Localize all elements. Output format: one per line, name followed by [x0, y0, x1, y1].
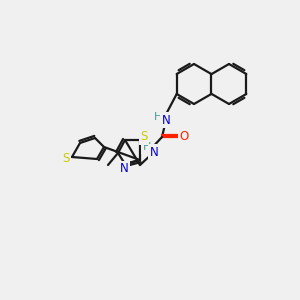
- Text: H: H: [143, 142, 151, 152]
- Text: N: N: [162, 113, 170, 127]
- Text: S: S: [62, 152, 70, 166]
- Text: O: O: [179, 130, 189, 143]
- Text: S: S: [140, 130, 148, 143]
- Text: N: N: [150, 146, 158, 158]
- Text: H: H: [154, 112, 162, 122]
- Text: N: N: [120, 163, 128, 176]
